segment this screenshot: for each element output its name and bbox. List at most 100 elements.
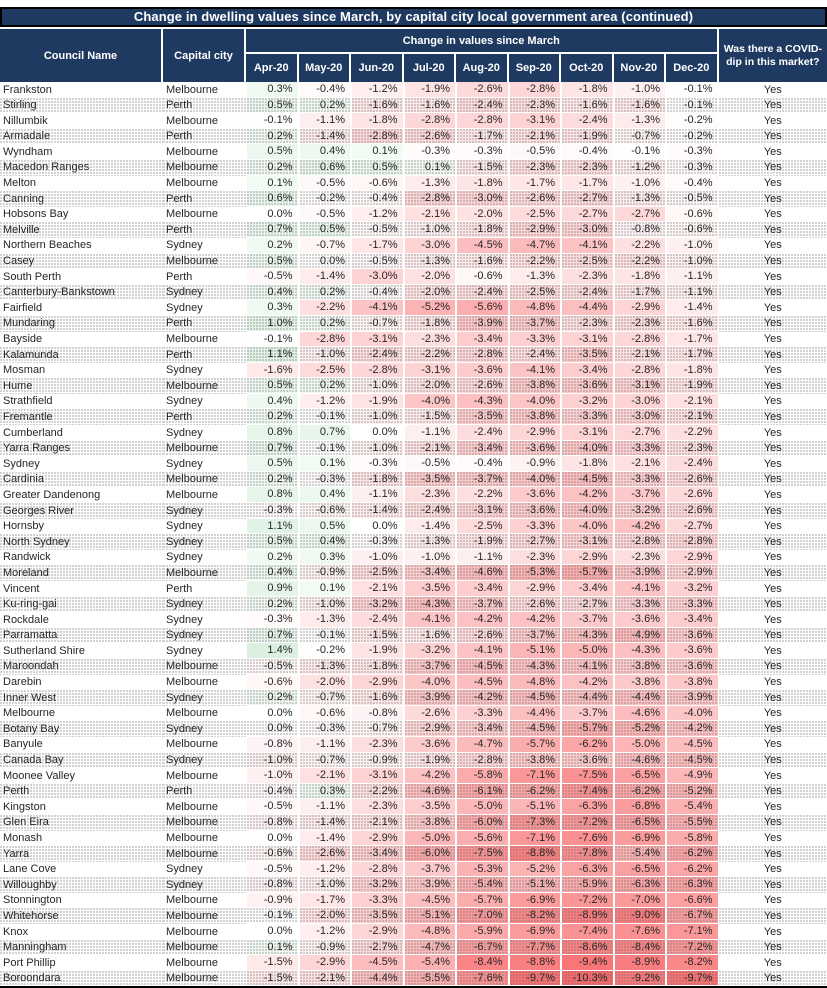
value-cell-nov-20: -2.3%	[613, 549, 666, 566]
value-cell-sep-20: -3.1%	[508, 113, 561, 129]
value-cell-jul-20: -3.1%	[403, 362, 456, 379]
value-cell-jul-20: -1.9%	[403, 752, 456, 769]
value-cell-dec-20: -8.2%	[666, 955, 719, 971]
value-cell-nov-20: -6.5%	[613, 768, 666, 784]
capital-city-cell: Sydney	[163, 643, 246, 659]
value-cell-sep-20: -4.0%	[508, 471, 561, 488]
value-cell-jul-20: -5.0%	[403, 830, 456, 847]
council-name-cell: Willoughby	[0, 877, 163, 893]
value-cell-sep-20: -2.5%	[508, 284, 561, 301]
covid-dip-cell: Yes	[718, 284, 827, 301]
value-cell-jun-20: 0.0%	[351, 425, 404, 441]
value-cell-sep-20: -7.7%	[508, 939, 561, 956]
value-cell-dec-20: -0.3%	[666, 144, 719, 160]
covid-dip-cell: Yes	[718, 128, 827, 145]
value-cell-may-20: -0.9%	[298, 565, 351, 581]
covid-dip-cell: Yes	[718, 159, 827, 176]
value-cell-dec-20: -2.3%	[666, 440, 719, 457]
value-cell-sep-20: -3.6%	[508, 487, 561, 504]
value-cell-nov-20: -6.2%	[613, 783, 666, 800]
table-row: Bayside Melbourne -0.1% -2.8% -3.1% -2.3% -3.4…	[0, 331, 827, 348]
value-cell-jul-20: -4.0%	[403, 674, 456, 691]
value-cell-aug-20: -8.4%	[456, 955, 509, 971]
covid-dip-cell: Yes	[718, 721, 827, 737]
covid-dip-cell: Yes	[718, 487, 827, 504]
value-cell-may-20: -1.3%	[298, 612, 351, 628]
value-cell-aug-20: -0.4%	[456, 456, 509, 472]
value-cell-nov-20: -9.0%	[613, 908, 666, 925]
council-name-cell: Northern Beaches	[0, 237, 163, 254]
value-cell-apr-20: 0.2%	[246, 690, 299, 706]
capital-city-cell: Melbourne	[163, 814, 246, 831]
value-cell-sep-20: -6.2%	[508, 783, 561, 800]
covid-dip-cell: Yes	[718, 736, 827, 753]
capital-city-cell: Melbourne	[163, 955, 246, 971]
capital-city-cell: Perth	[163, 191, 246, 207]
value-cell-dec-20: -1.7%	[666, 347, 719, 363]
table-row: Rockdale Sydney -0.3% -1.3% -2.4% -4.1% -4.2% -…	[0, 612, 827, 628]
value-cell-aug-20: -4.2%	[456, 690, 509, 706]
value-cell-sep-20: -2.9%	[508, 581, 561, 597]
table-row: Macedon Ranges Melbourne 0.2% 0.6% 0.5% 0.1% -…	[0, 159, 827, 176]
capital-city-cell: Melbourne	[163, 830, 246, 847]
value-cell-oct-20: -4.5%	[561, 471, 614, 488]
month-header-dec-20: Dec-20	[666, 54, 719, 82]
value-cell-may-20: 0.2%	[298, 97, 351, 114]
table-row: Randwick Sydney 0.2% 0.3% -1.0% -1.0% -1.1% -2.…	[0, 549, 827, 566]
value-cell-nov-20: -4.4%	[613, 690, 666, 706]
covid-dip-cell: Yes	[718, 658, 827, 675]
value-cell-sep-20: -4.8%	[508, 300, 561, 316]
value-cell-dec-20: -3.8%	[666, 674, 719, 691]
value-cell-oct-20: -7.4%	[561, 924, 614, 940]
value-cell-may-20: -1.4%	[298, 269, 351, 285]
value-cell-apr-20: 0.8%	[246, 425, 299, 441]
value-cell-nov-20: -6.5%	[613, 861, 666, 878]
value-cell-nov-20: -5.4%	[613, 846, 666, 862]
value-cell-aug-20: -1.7%	[456, 128, 509, 145]
value-cell-nov-20: -3.0%	[613, 393, 666, 410]
value-cell-sep-20: -5.1%	[508, 799, 561, 815]
value-cell-apr-20: 0.4%	[246, 284, 299, 301]
value-cell-aug-20: -3.1%	[456, 503, 509, 519]
value-cell-may-20: -1.0%	[298, 347, 351, 363]
council-name-cell: Sutherland Shire	[0, 643, 163, 659]
capital-city-cell: Melbourne	[163, 674, 246, 691]
council-name-cell: Glen Eira	[0, 814, 163, 831]
table-row: Maroondah Melbourne -0.5% -1.3% -1.8% -3.7% -4…	[0, 658, 827, 675]
value-cell-jun-20: -3.2%	[351, 877, 404, 893]
value-cell-may-20: -0.3%	[298, 471, 351, 488]
table-row: Inner West Sydney 0.2% -0.7% -1.6% -3.9% -4.2%…	[0, 690, 827, 706]
value-cell-jun-20: -0.6%	[351, 175, 404, 192]
value-cell-jul-20: -4.0%	[403, 393, 456, 410]
value-cell-aug-20: -4.1%	[456, 643, 509, 659]
value-cell-apr-20: 1.0%	[246, 315, 299, 332]
value-cell-oct-20: -4.4%	[561, 300, 614, 316]
value-cell-may-20: -0.6%	[298, 705, 351, 722]
value-cell-nov-20: -2.1%	[613, 456, 666, 472]
value-cell-aug-20: -5.0%	[456, 799, 509, 815]
council-name-cell: Vincent	[0, 581, 163, 597]
value-cell-jul-20: -2.4%	[403, 503, 456, 519]
value-cell-sep-20: -3.6%	[508, 440, 561, 457]
value-cell-apr-20: 0.2%	[246, 159, 299, 176]
value-cell-apr-20: 0.0%	[246, 830, 299, 847]
table-row: Yarra Ranges Melbourne 0.7% -0.1% -1.0% -2.1%…	[0, 440, 827, 457]
table-row: Canterbury-Bankstown Sydney 0.4% 0.2% -0.4% -…	[0, 284, 827, 301]
table-row: Stirling Perth 0.5% 0.2% -1.6% -1.6% -2.4% -2.3…	[0, 97, 827, 114]
capital-city-cell: Melbourne	[163, 705, 246, 722]
covid-dip-cell: Yes	[718, 581, 827, 597]
council-name-cell: Manningham	[0, 939, 163, 956]
value-cell-apr-20: -0.5%	[246, 861, 299, 878]
value-cell-sep-20: -5.3%	[508, 565, 561, 581]
value-cell-oct-20: -5.0%	[561, 643, 614, 659]
value-cell-aug-20: -3.7%	[456, 596, 509, 613]
value-cell-jul-20: 0.1%	[403, 159, 456, 176]
value-cell-dec-20: -3.4%	[666, 612, 719, 628]
value-cell-jul-20: -1.6%	[403, 97, 456, 114]
table-row: Nillumbik Melbourne -0.1% -1.1% -1.8% -2.8% -2…	[0, 113, 827, 129]
value-cell-oct-20: -6.3%	[561, 799, 614, 815]
capital-city-cell: Perth	[163, 783, 246, 800]
covid-dip-cell: Yes	[718, 970, 827, 987]
council-name-cell: Yarra	[0, 846, 163, 862]
